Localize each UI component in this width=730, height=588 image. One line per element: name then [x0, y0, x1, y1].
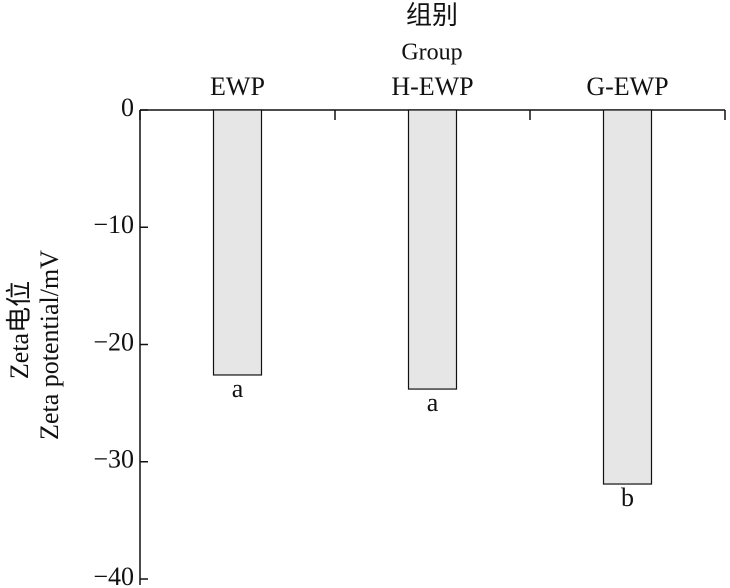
y-tick-label: −10 — [93, 210, 134, 239]
x-tick-label: EWP — [210, 72, 265, 101]
x-tick-label: G-EWP — [586, 72, 668, 101]
significance-label: a — [232, 374, 244, 403]
y-tick-label: −40 — [93, 562, 134, 588]
y-title: Zeta potential/mV — [35, 250, 64, 440]
y-tick-label: −20 — [93, 327, 134, 356]
significance-label: a — [427, 388, 439, 417]
x-title: 组别 — [406, 1, 458, 30]
y-title: Zeta电位 — [5, 281, 34, 379]
x-title: Group — [401, 40, 462, 66]
bar — [407, 109, 458, 390]
y-tick-label: −30 — [93, 445, 134, 474]
x-tick-label: H-EWP — [391, 72, 473, 101]
bar — [212, 109, 263, 376]
bar — [602, 109, 653, 485]
significance-label: b — [621, 483, 634, 512]
y-tick-label: 0 — [121, 93, 134, 122]
